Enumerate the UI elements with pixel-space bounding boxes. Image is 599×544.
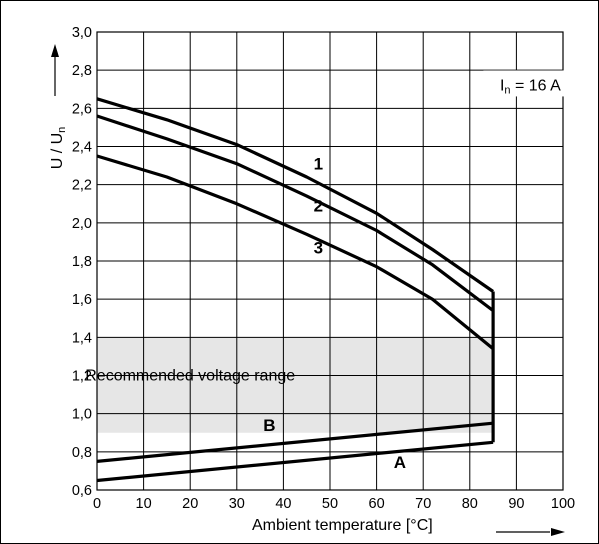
y-tick-label: 2,4 [72,140,92,156]
curve-2 [96,114,495,312]
y-tick-label: 2,6 [72,101,92,117]
y-tick-label: 1,0 [72,407,92,423]
grid-layer [96,31,564,491]
x-tick-label: 100 [551,496,575,512]
y-tick-label: 1,4 [72,330,92,346]
y-tick-label: 2,0 [72,216,92,232]
x-axis-arrow-head [551,528,565,536]
curve-b [96,421,494,463]
y-axis-title-main: U / U [49,133,66,169]
rated-current-symbol: I [500,77,504,94]
curve-layer [96,97,495,483]
curve-3 [96,154,495,351]
y-tick-label: 2,2 [72,178,92,194]
rated-current-box [483,70,576,97]
x-tick-label: 20 [182,496,198,512]
x-tick-label: 50 [322,496,338,512]
rated-current-subscript: n [504,84,510,96]
x-axis-title: Ambient temperature [°C] [252,517,433,534]
curve-label-b: B [263,416,275,435]
y-tick-label: 1,6 [72,292,92,308]
y-tick-label: 0,8 [72,445,92,461]
curve-label-3: 3 [314,238,323,257]
y-tick-label: 1,2 [72,369,92,385]
y-tick-label: 0,6 [72,483,92,499]
x-tick-label: 80 [462,496,478,512]
curve-label-a: A [394,453,406,472]
x-tick-label: 40 [275,496,291,512]
y-axis-arrow-head [51,44,59,57]
plot-frame [96,31,564,491]
curve-a [96,440,494,483]
rated-current-annotation: In = 16 A [500,77,561,96]
rated-current-value: = 16 A [511,77,562,94]
y-tick-label: 2,8 [72,63,92,79]
x-tick-label: 0 [93,496,101,512]
curve-label-1: 1 [314,154,323,173]
text-layer: 0 10 20 30 40 50 60 70 80 90 100 0,6 0,8 1,0 1,2 1,4 1,6… [72,25,576,512]
recommended-range-band [97,337,494,433]
band-label: Recommended voltage range [85,368,295,385]
x-tick-label: 90 [508,496,524,512]
curve-1 [96,97,495,293]
x-tick-label: 30 [229,496,245,512]
y-axis-title: U / Un [49,127,68,170]
x-tick-label: 10 [136,496,152,512]
y-tick-label: 3,0 [72,25,92,41]
y-axis-title-subscript: n [56,127,68,133]
y-tick-label: 1,8 [72,254,92,270]
x-tick-label: 70 [415,496,431,512]
band-layer [97,337,494,433]
x-tick-label: 60 [369,496,385,512]
curve-label-2: 2 [314,196,323,215]
